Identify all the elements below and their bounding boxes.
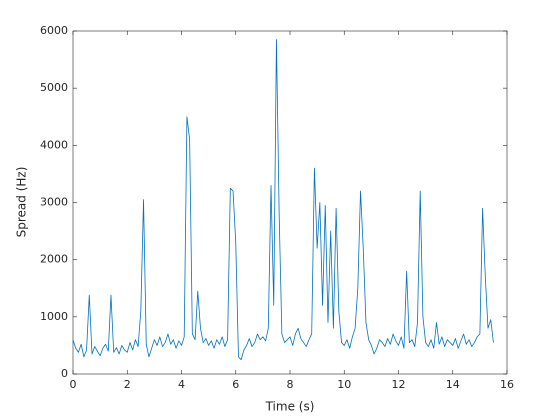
y-tick-label: 6000 bbox=[40, 24, 68, 37]
x-tick-label: 4 bbox=[178, 378, 185, 391]
x-tick-label: 8 bbox=[287, 378, 294, 391]
x-tick-label: 2 bbox=[124, 378, 131, 391]
x-tick-label: 14 bbox=[446, 378, 460, 391]
axes-box bbox=[72, 30, 508, 375]
x-axis-label: Time (s) bbox=[265, 400, 315, 414]
y-tick-label: 4000 bbox=[40, 138, 68, 151]
x-tick-label: 6 bbox=[232, 378, 239, 391]
data-line bbox=[72, 39, 494, 361]
y-tick-label: 0 bbox=[61, 367, 68, 380]
x-tick-label: 10 bbox=[337, 378, 351, 391]
x-tick-label: 0 bbox=[70, 378, 77, 391]
y-tick-label: 2000 bbox=[40, 253, 68, 266]
y-tick-label: 5000 bbox=[40, 81, 68, 94]
y-tick-label: 1000 bbox=[40, 310, 68, 323]
y-axis-label: Spread (Hz) bbox=[15, 167, 29, 238]
x-tick-label: 16 bbox=[500, 378, 514, 391]
x-tick-label: 12 bbox=[392, 378, 406, 391]
y-tick-label: 3000 bbox=[40, 196, 68, 209]
